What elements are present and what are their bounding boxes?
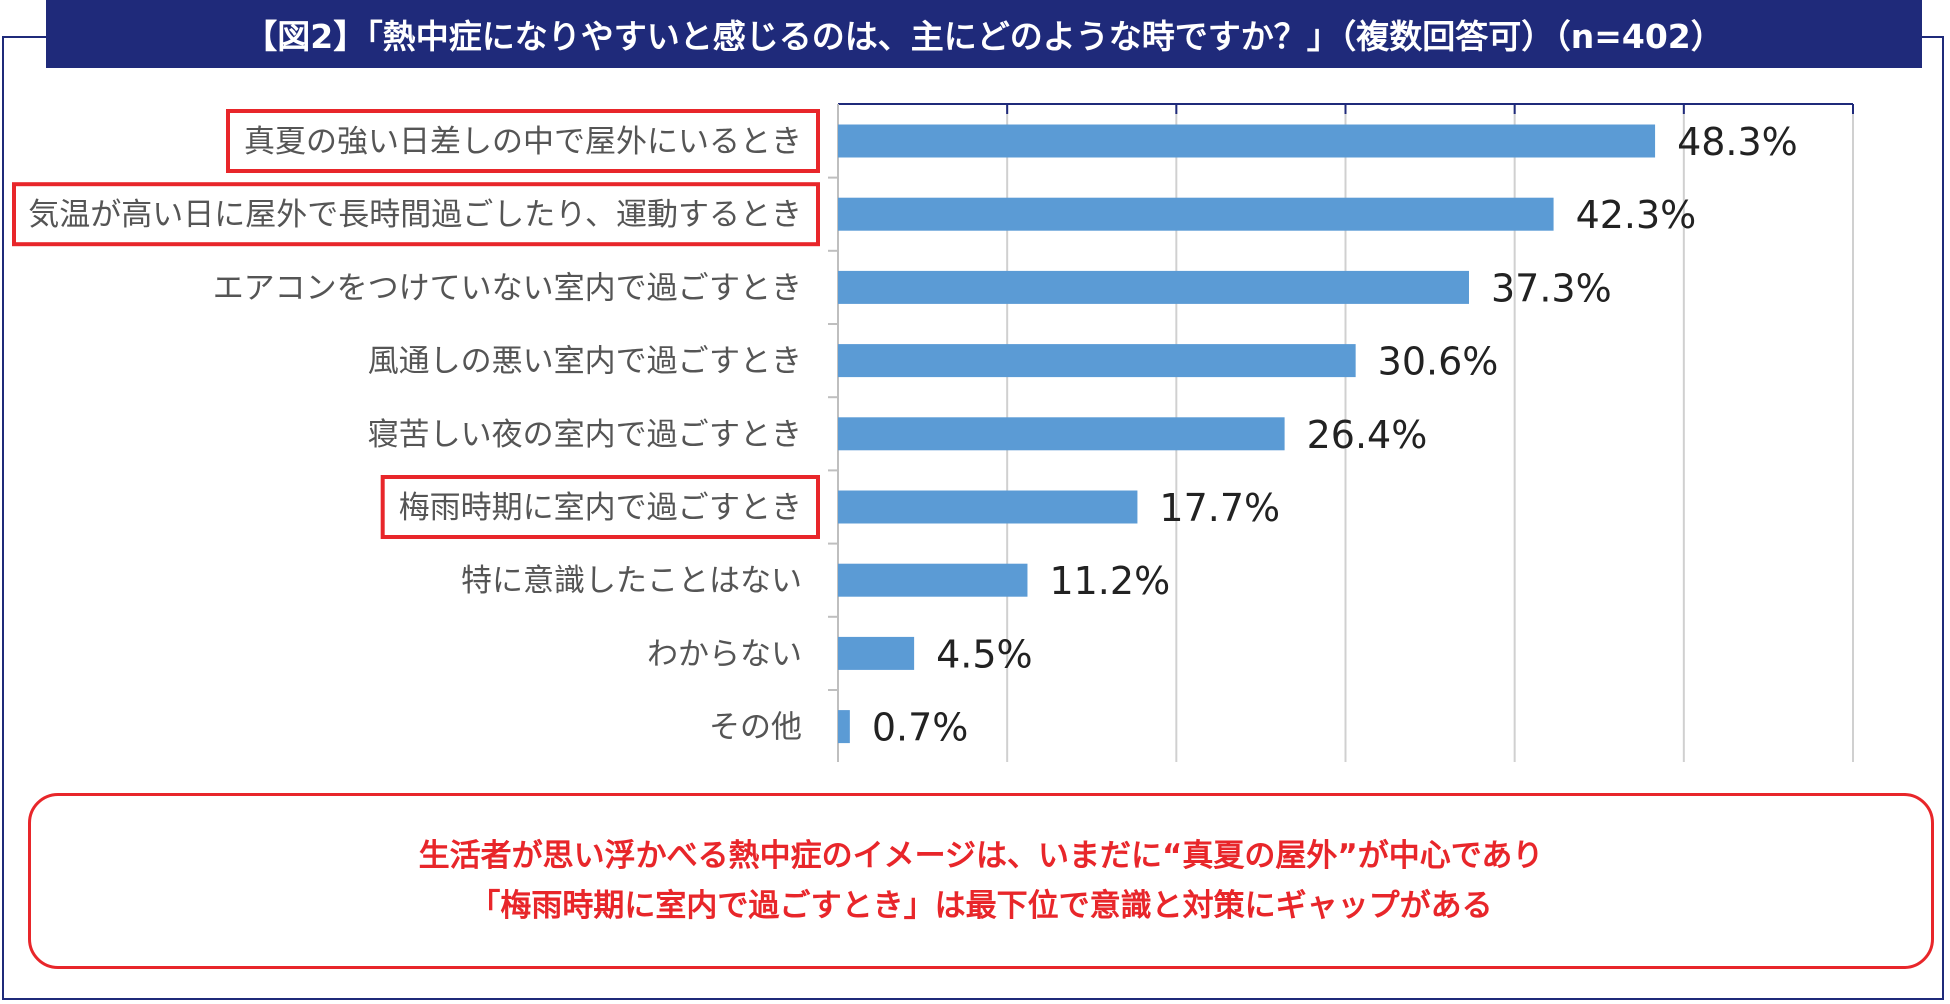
value-label-8: 4.5% [936,632,1033,676]
category-label-2: 気温が高い日に屋外で長時間過ごしたり、運動するとき [28,197,802,233]
bar-9 [838,710,850,744]
value-label-9: 0.7% [872,706,969,750]
bar-5 [838,417,1285,451]
highlight-box-1 [226,109,820,173]
category-label-3: エアコンをつけていない室内で過ごすとき [213,270,802,306]
bar-3 [838,270,1469,304]
category-label-6: 梅雨時期に室内で過ごすとき [399,490,802,526]
bar-6 [838,490,1138,524]
value-label-7: 11.2% [1049,559,1170,603]
bar-7 [838,563,1028,597]
category-label-8: わからない [647,636,802,672]
bar-1 [838,124,1656,158]
bar-8 [838,636,915,670]
highlight-box-6 [380,475,820,539]
highlight-box-2 [12,182,820,247]
category-label-5: 寝苦しい夜の室内で過ごすとき [368,417,802,453]
bar-4 [838,344,1356,378]
value-label-4: 30.6% [1378,340,1499,384]
bar-chart: 48.3% 真夏の強い日差しの中で屋外にいるとき 42.3% 気温が高い日に屋外で長時… [12,103,1854,762]
category-label-9: その他 [709,710,802,746]
category-label-1: 真夏の強い日差しの中で屋外にいるとき [244,124,802,160]
value-label-3: 37.3% [1491,266,1612,310]
conclusion-line-1: 生活者が思い浮かべる熱中症のイメージは、いまだに“真夏の屋外”が中心であり [418,838,1544,874]
bar-2 [838,197,1554,231]
chart-title: 【図2】「熱中症になりやすいと感じるのは、主にどのような時ですか？」（複数回答可… [46,0,1922,68]
conclusion-box: 生活者が思い浮かべる熱中症のイメージは、いまだに“真夏の屋外”が中心であり 「梅… [28,793,1934,969]
value-label-6: 17.7% [1159,486,1280,530]
category-label-4: 風通しの悪い室内で過ごすとき [368,344,802,380]
conclusion-line-2: 「梅雨時期に室内で過ごすとき」は最下位で意識と対策にギャップがある [469,888,1493,924]
value-label-5: 26.4% [1307,413,1428,457]
value-label-2: 42.3% [1576,193,1697,237]
category-label-7: 特に意識したことはない [461,563,802,599]
value-label-1: 48.3% [1677,120,1798,164]
